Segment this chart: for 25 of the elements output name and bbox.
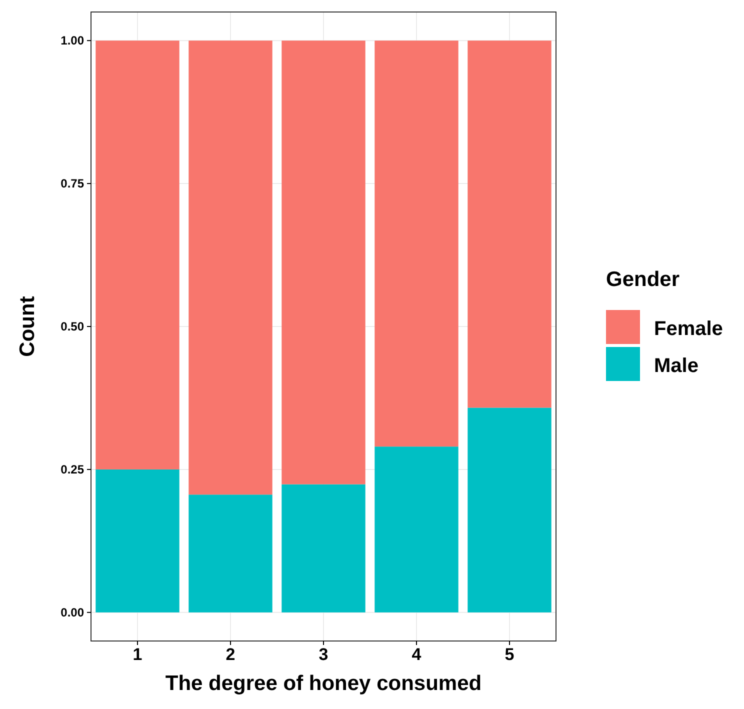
bar [374,446,458,612]
bar [468,408,552,612]
legend-label: Female [654,318,723,340]
y-tick-label: 1.00 [60,33,84,48]
bar [96,40,180,470]
y-tick-label: 0.75 [60,176,84,190]
legend-title: Gender [606,268,680,291]
x-tick-label: 1 [132,645,142,664]
y-tick-label: 0.00 [60,605,84,620]
y-tick-label: 0.25 [60,462,84,476]
x-tick-label: 4 [412,645,422,664]
bar [282,40,366,484]
x-tick-label: 2 [226,645,236,664]
x-tick-label: 3 [318,645,328,664]
legend-label: Male [654,355,698,377]
bar [374,40,458,447]
y-axis-title: Count [16,296,39,357]
x-axis-title: The degree of honey consumed [165,672,482,695]
bar [188,494,272,612]
bar [282,484,366,612]
bar [96,469,180,612]
x-tick-label: 5 [504,645,514,664]
bar [468,40,552,408]
y-tick-label: 0.50 [60,319,84,334]
bar [188,40,272,495]
